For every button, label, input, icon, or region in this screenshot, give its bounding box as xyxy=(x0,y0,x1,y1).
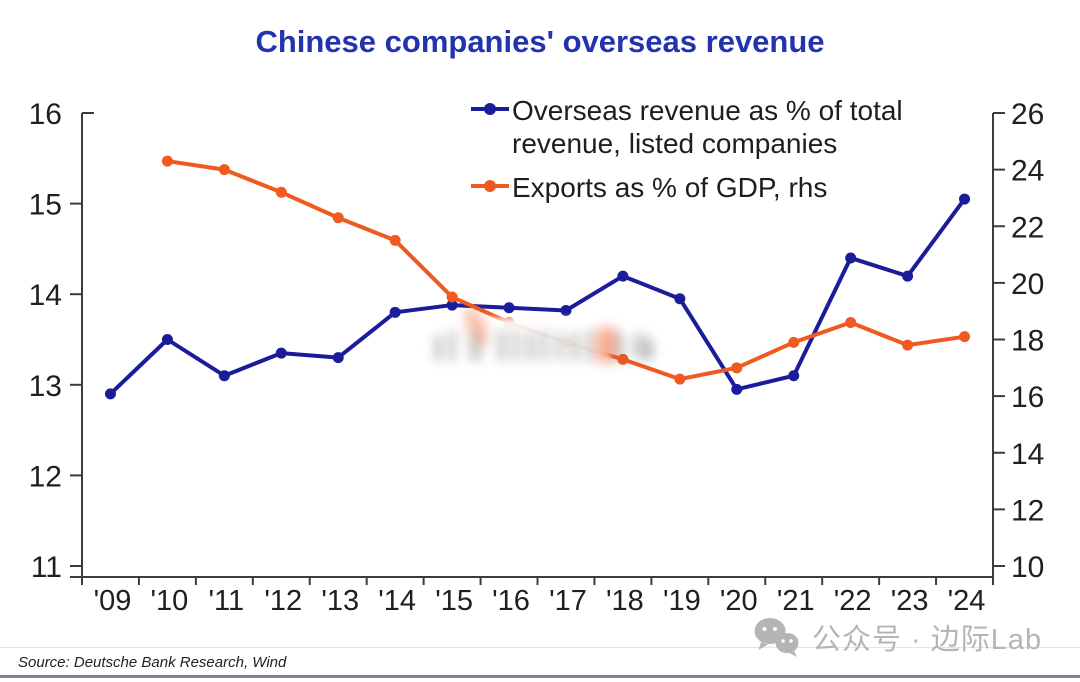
divider xyxy=(0,647,1080,648)
svg-text:20: 20 xyxy=(1011,268,1044,301)
svg-text:'22: '22 xyxy=(834,585,872,617)
svg-text:'15: '15 xyxy=(435,585,473,617)
legend-label: Overseas revenue as % of total revenue, … xyxy=(512,95,903,159)
svg-text:'19: '19 xyxy=(663,585,701,617)
source-note: Source: Deutsche Bank Research, Wind xyxy=(18,654,287,671)
line-marker-icon xyxy=(471,180,509,192)
svg-text:'09: '09 xyxy=(94,585,132,617)
svg-text:'24: '24 xyxy=(948,585,986,617)
legend-item-exports: Exports as % of GDP, rhs xyxy=(471,171,914,204)
wechat-icon xyxy=(754,618,799,657)
watermark-text: 公众号 · 边际Lab xyxy=(812,624,1043,656)
legend-label: Exports as % of GDP, rhs xyxy=(512,172,828,203)
series-0 xyxy=(104,193,971,400)
svg-text:24: 24 xyxy=(1011,155,1044,188)
svg-text:'10: '10 xyxy=(151,585,189,617)
svg-text:14: 14 xyxy=(1011,438,1044,471)
svg-text:16: 16 xyxy=(29,98,62,131)
svg-text:12: 12 xyxy=(29,460,62,493)
svg-text:'16: '16 xyxy=(492,585,530,617)
svg-text:'12: '12 xyxy=(264,585,302,617)
svg-text:'23: '23 xyxy=(891,585,929,617)
svg-text:11: 11 xyxy=(31,551,62,584)
svg-text:'17: '17 xyxy=(549,585,587,617)
svg-text:'21: '21 xyxy=(777,585,815,617)
watermark: 公众号 · 边际Lab xyxy=(752,616,1042,658)
svg-text:13: 13 xyxy=(29,370,62,403)
legend: Overseas revenue as % of total revenue, … xyxy=(471,94,914,215)
svg-text:'13: '13 xyxy=(321,585,359,617)
svg-text:15: 15 xyxy=(29,189,62,222)
svg-text:16: 16 xyxy=(1011,381,1044,414)
line-marker-icon xyxy=(471,103,509,115)
svg-text:22: 22 xyxy=(1011,211,1044,244)
legend-item-overseas-revenue: Overseas revenue as % of total revenue, … xyxy=(471,94,914,160)
footer-rule xyxy=(0,675,1080,678)
svg-text:'14: '14 xyxy=(378,585,416,617)
svg-text:10: 10 xyxy=(1011,551,1044,584)
axes xyxy=(70,112,1005,585)
svg-text:12: 12 xyxy=(1011,494,1044,527)
tick-labels: 16 15 14 13 12 11 26 24 22 20 18 16 14 12 10 '09 '10 '11 '… xyxy=(29,98,1045,617)
svg-text:'11: '11 xyxy=(209,585,245,617)
chart-title: Chinese companies' overseas revenue xyxy=(255,24,825,59)
svg-text:26: 26 xyxy=(1011,98,1044,131)
svg-text:18: 18 xyxy=(1011,325,1044,358)
svg-text:14: 14 xyxy=(29,279,62,312)
svg-text:'18: '18 xyxy=(606,585,644,617)
svg-text:'20: '20 xyxy=(720,585,758,617)
